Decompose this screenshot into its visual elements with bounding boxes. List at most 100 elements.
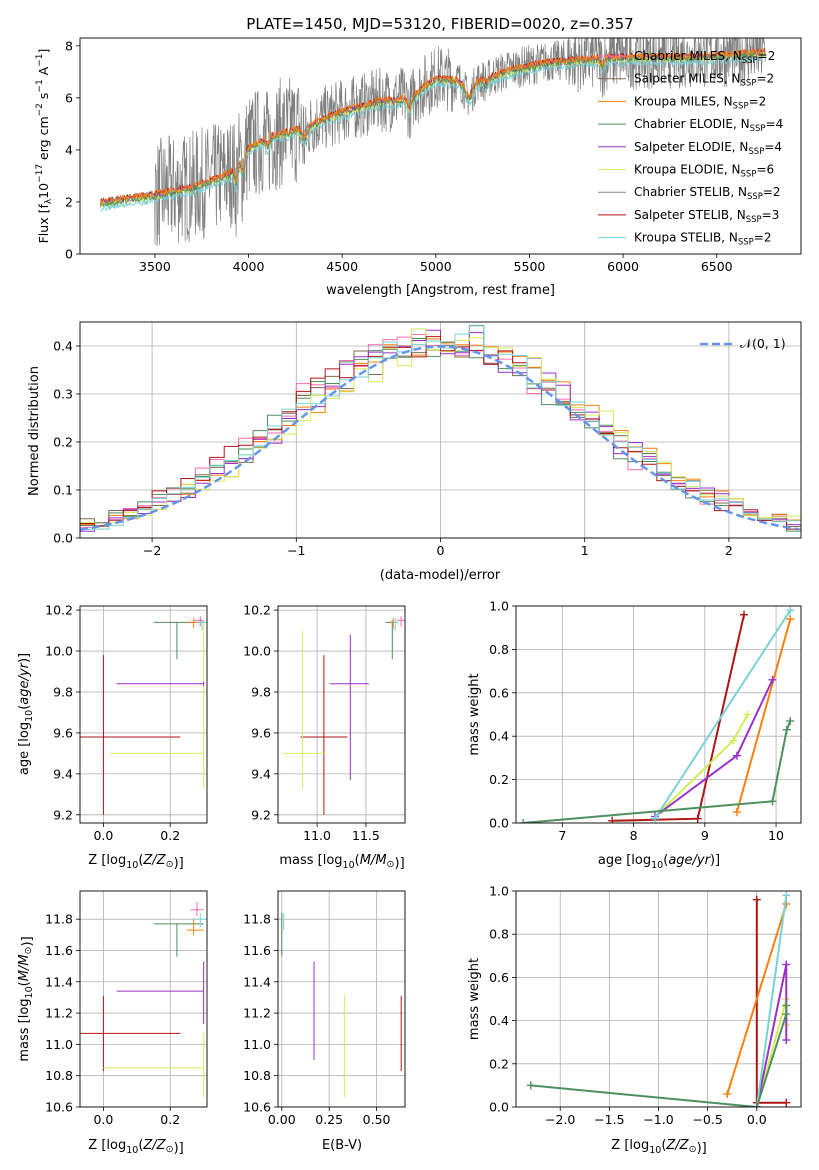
age-weight-axes-plot-area	[516, 606, 801, 823]
weight-line-kroupa_miles	[735, 618, 792, 813]
axis-label: Z [log10(Z/Z⊙)]	[88, 853, 183, 871]
x-tick-label: 7	[558, 828, 566, 843]
x-tick-label: −2	[143, 543, 161, 558]
axis-label: Z [log10(Z/Z⊙)]	[88, 1138, 183, 1156]
x-tick-label: 0.00	[268, 1112, 296, 1127]
y-tick-label: 10.2	[45, 603, 73, 618]
x-axis-label: wavelength [Angstrom, rest frame]	[326, 283, 555, 298]
y-tick-label: 11.4	[243, 974, 271, 989]
y-axis-label: Flux [fλ10−17 erg cm−2 s−1 A−1]	[35, 49, 54, 244]
model-spectrum-kroupa_stelib	[100, 54, 766, 213]
axis-label: age [log10(age/yr)]	[17, 653, 35, 775]
histogram-axes-plot-area	[80, 322, 801, 538]
spectrum-axes-plot-area	[100, 38, 766, 247]
y-tick-label: 10.2	[243, 603, 271, 618]
Z-mass-axes-plot-area	[80, 891, 207, 1107]
model-spectrum-kroupa_elodie	[100, 51, 766, 208]
y-tick-label: 0.4	[53, 339, 73, 354]
observed-spectrum	[100, 38, 766, 247]
x-tick-label: −0.5	[692, 1112, 722, 1127]
legend-label: Salpeter ELODIE, NSSP=4	[634, 140, 782, 157]
x-axis-label: E(B-V)	[322, 1138, 362, 1153]
age-weight-axes: 7 8 9 10 0.0 0.2 0.4 0.6 0.8 1.0 mass weight age [l…	[467, 599, 802, 871]
x-tick-label: −1	[287, 543, 305, 558]
axis-label: mass [log10(M/M⊙)]	[279, 853, 404, 871]
y-tick-label: 2	[65, 194, 73, 209]
ebv-mass-axes-plot-area	[278, 891, 405, 1107]
y-tick-label: 11.4	[45, 974, 73, 989]
y-tick-label: 10.6	[45, 1100, 73, 1115]
y-tick-label: 11.2	[243, 1006, 271, 1021]
y-tick-label: 9.4	[251, 766, 271, 781]
y-tick-label: 11.6	[243, 943, 271, 958]
y-tick-label: 0.6	[489, 970, 509, 985]
y-tick-label: 9.6	[251, 725, 271, 740]
y-tick-label: 0.4	[489, 1013, 509, 1028]
axes-frame	[79, 890, 208, 1108]
y-tick-label: 9.8	[53, 684, 73, 699]
x-tick-label: 4000	[233, 259, 265, 274]
legend-label: Kroupa STELIB, NSSP=2	[634, 231, 772, 248]
figure-title: PLATE=1450, MJD=53120, FIBERID=0020, z=0…	[246, 15, 633, 33]
y-tick-label: 0.2	[489, 772, 509, 787]
x-tick-label: 0.0	[93, 1112, 113, 1127]
spectrum-axes: 3500 4000 4500 5000 5500 6000 6500 0 2 4 6 8 wavelen…	[35, 37, 802, 298]
y-tick-label: 10.0	[45, 644, 73, 659]
Z-mass-axes: 0.0 0.2 10.6 10.8 11.0 11.2 11.4 11.6 11.8 Z [log…	[17, 890, 208, 1156]
x-tick-label: 11.0	[303, 828, 331, 843]
Z-weight-axes-plot-area	[516, 891, 801, 1107]
y-tick-label: 0.0	[53, 531, 73, 546]
y-tick-label: 4	[65, 142, 73, 157]
histogram-axes: −2 −1 0 1 2 0.0 0.1 0.2 0.3 0.4 (data-model)/error…	[27, 321, 802, 583]
x-tick-label: 3500	[139, 259, 171, 274]
y-tick-label: 11.0	[45, 1037, 73, 1052]
y-tick-label: 9.2	[53, 807, 73, 822]
y-tick-label: 9.2	[251, 807, 271, 822]
y-tick-label: 11.8	[45, 912, 73, 927]
x-tick-label: 0.25	[315, 1112, 343, 1127]
x-tick-label: 5500	[514, 259, 546, 274]
model-spectrum-chabrier_elodie	[100, 50, 766, 208]
x-tick-label: 8	[630, 828, 638, 843]
y-tick-label: 0.0	[489, 1100, 509, 1115]
y-tick-label: 9.6	[53, 725, 73, 740]
legend-label: Kroupa ELODIE, NSSP=6	[634, 163, 774, 180]
axes-frame	[515, 605, 802, 824]
legend-label: Salpeter MILES, NSSP=2	[634, 72, 774, 89]
legend-label: Kroupa MILES, NSSP=2	[634, 94, 766, 111]
axes-frame	[79, 37, 802, 255]
y-tick-label: 9.4	[53, 766, 73, 781]
y-tick-label: 11.6	[45, 943, 73, 958]
x-tick-label: 6000	[607, 259, 639, 274]
y-tick-label: 0.8	[489, 642, 509, 657]
x-tick-label: 9	[701, 828, 709, 843]
y-tick-label: 10.8	[243, 1068, 271, 1083]
y-tick-label: 6	[65, 90, 73, 105]
legend-label: Chabrier ELODIE, NSSP=4	[634, 117, 783, 134]
axes-frame	[79, 605, 208, 824]
weight-line-chabrier_elodie	[523, 720, 792, 823]
legend-label: Salpeter STELIB, NSSP=3	[634, 208, 779, 225]
Z-weight-axes: −2.0 −1.5 −1.0 −0.5 0.0 0.0 0.2 0.4 0.6 0.8 1.0 mas…	[467, 884, 802, 1156]
axes-frame	[277, 605, 406, 824]
y-tick-label: 10.6	[243, 1100, 271, 1115]
y-tick-label: 0.8	[489, 927, 509, 942]
legend-label: 𝒩(0, 1)	[740, 336, 786, 351]
x-tick-label: 5000	[420, 259, 452, 274]
x-tick-label: −1.0	[643, 1112, 673, 1127]
y-axis-label: mass weight	[467, 673, 482, 755]
x-tick-label: −1.5	[594, 1112, 624, 1127]
Z-age-axes-plot-area	[80, 606, 207, 823]
weight-line-kroupa_stelib	[654, 609, 792, 820]
y-axis-label: Normed distribution	[27, 366, 42, 496]
weight-line-salpeter_stelib	[612, 614, 745, 822]
mass-age-axes: 11.0 11.5 9.2 9.4 9.6 9.8 10.0 10.2 mass [log10(…	[243, 603, 406, 871]
y-tick-label: 1.0	[489, 884, 509, 899]
y-tick-label: 1.0	[489, 599, 509, 614]
normal-curve	[80, 345, 799, 531]
x-tick-label: 1	[581, 543, 589, 558]
y-tick-label: 10.8	[45, 1068, 73, 1083]
x-tick-label: 0.0	[93, 828, 113, 843]
Z-age-axes: 0.0 0.2 9.2 9.4 9.6 9.8 10.0 10.2 Z [log10(Z/Z⊙)…	[17, 603, 208, 871]
